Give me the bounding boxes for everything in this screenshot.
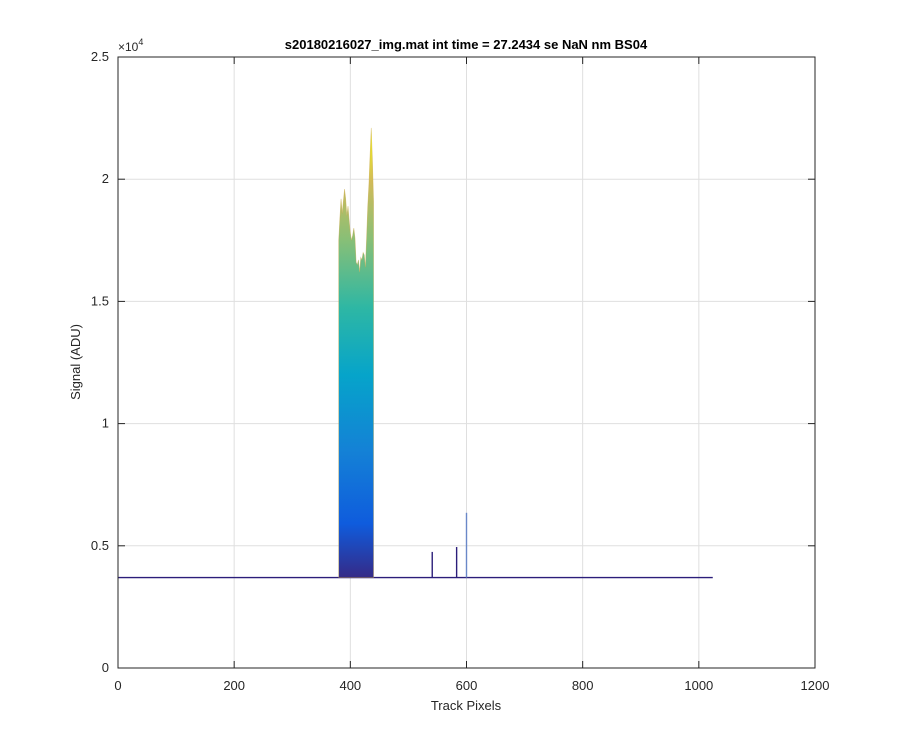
x-axis-ticks: 0 200 400 600 800 1000 1200 [114,57,829,693]
y-axis-exponent: ×104 [118,37,143,54]
y-tick-label: 1 [102,416,109,431]
y-exponent-base: ×10 [118,40,139,54]
x-tick-label: 0 [114,678,121,693]
chart-title: s20180216027_img.mat int time = 27.2434 … [285,37,648,52]
y-tick-label: 1.5 [91,293,109,308]
x-tick-label: 400 [339,678,361,693]
x-tick-label: 800 [572,678,594,693]
y-axis-ticks: 0 0.5 1 1.5 2 2.5 [91,49,815,675]
data-series [118,127,713,579]
y-exponent-power: 4 [138,37,143,47]
x-tick-label: 600 [456,678,478,693]
x-axis-label: Track Pixels [431,698,502,713]
y-tick-label: 2 [102,171,109,186]
x-tick-label: 1200 [801,678,830,693]
signal-band-outline [338,127,374,578]
x-tick-label: 200 [223,678,245,693]
y-tick-label: 0.5 [91,538,109,553]
y-axis-label: Signal (ADU) [68,324,83,400]
signal-band [338,127,374,578]
y-tick-label: 0 [102,660,109,675]
x-tick-label: 1000 [684,678,713,693]
y-tick-label: 2.5 [91,49,109,64]
